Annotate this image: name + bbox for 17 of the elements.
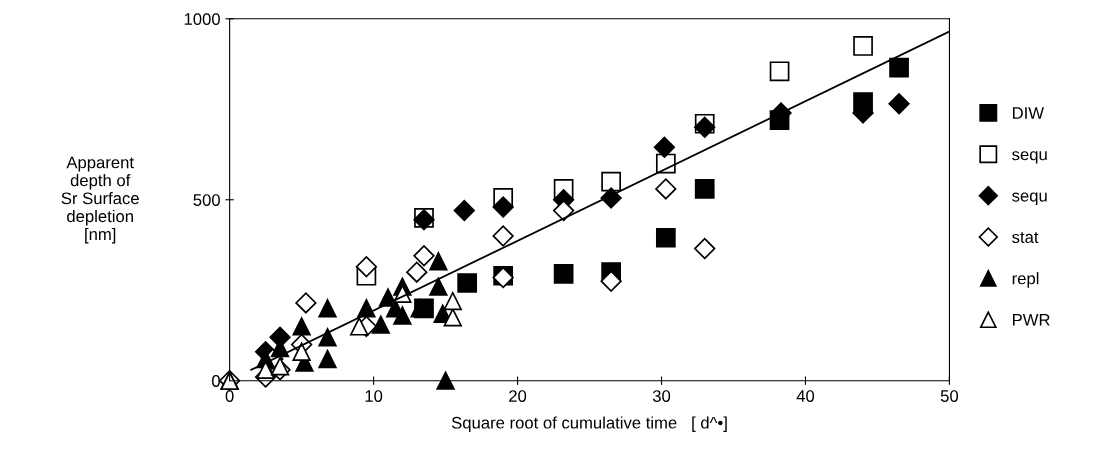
legend-label: DIW (1013, 107, 1044, 119)
y-tick-label: 500 (193, 194, 220, 206)
x-tick-label: 40 (796, 390, 815, 402)
x-axis-title: Square root of cumulative time [ d^•] (451, 416, 727, 432)
x-tick-label: 20 (509, 390, 527, 402)
x-tick-label: 10 (365, 390, 383, 402)
y-axis-title: Apparent depth of Sr Surface depletion [nm] (61, 156, 139, 244)
legend-label: sequ (1012, 151, 1047, 164)
y-tick-label: 0 (211, 375, 220, 387)
legend-label: sequ (1012, 192, 1047, 205)
x-tick-label: 0 (225, 390, 234, 402)
x-tick-label: 30 (652, 390, 671, 402)
x-tick-label: 50 (940, 390, 959, 402)
y-tick-label: 1000 (184, 13, 220, 25)
legend-label: PWR (1013, 314, 1050, 326)
legend-label: stat (1012, 232, 1039, 243)
legend-label: repl (1012, 272, 1039, 288)
